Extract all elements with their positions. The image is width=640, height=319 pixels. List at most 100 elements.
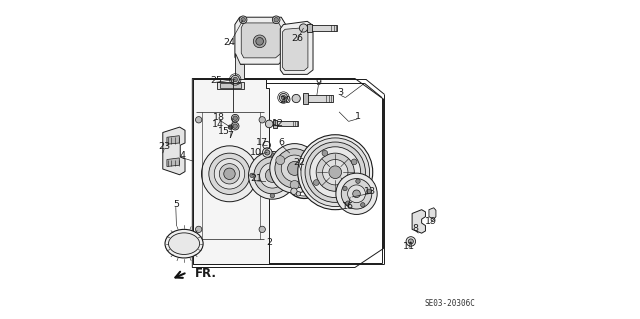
Circle shape xyxy=(273,16,280,24)
Circle shape xyxy=(233,116,237,121)
Ellipse shape xyxy=(168,233,200,255)
Ellipse shape xyxy=(165,229,203,258)
Circle shape xyxy=(300,24,308,32)
Text: 26: 26 xyxy=(291,34,303,43)
Circle shape xyxy=(296,192,301,196)
Circle shape xyxy=(253,35,266,48)
Circle shape xyxy=(232,115,239,122)
Polygon shape xyxy=(273,122,298,126)
Circle shape xyxy=(266,120,273,128)
Text: 2: 2 xyxy=(266,238,272,247)
Polygon shape xyxy=(193,79,269,264)
Circle shape xyxy=(346,201,350,205)
Polygon shape xyxy=(235,53,244,79)
Polygon shape xyxy=(235,17,285,64)
Circle shape xyxy=(239,16,247,24)
Circle shape xyxy=(329,166,342,179)
Circle shape xyxy=(353,190,360,197)
Polygon shape xyxy=(167,136,179,144)
Polygon shape xyxy=(280,21,313,74)
Text: 4: 4 xyxy=(180,151,186,160)
Circle shape xyxy=(259,226,266,233)
Polygon shape xyxy=(167,158,179,167)
Circle shape xyxy=(275,149,314,188)
Polygon shape xyxy=(307,26,337,31)
Polygon shape xyxy=(307,24,312,33)
Circle shape xyxy=(274,18,278,22)
Circle shape xyxy=(301,138,369,206)
Circle shape xyxy=(351,159,357,165)
Circle shape xyxy=(336,173,377,214)
Circle shape xyxy=(290,181,299,189)
Circle shape xyxy=(343,186,347,191)
Circle shape xyxy=(270,144,319,193)
Circle shape xyxy=(250,173,254,178)
Circle shape xyxy=(256,38,264,45)
Circle shape xyxy=(233,77,237,82)
Circle shape xyxy=(259,117,266,123)
Polygon shape xyxy=(303,93,308,104)
Circle shape xyxy=(241,18,245,22)
Circle shape xyxy=(209,153,250,195)
Circle shape xyxy=(262,148,272,157)
Text: 1: 1 xyxy=(355,112,360,121)
Polygon shape xyxy=(282,28,308,70)
Circle shape xyxy=(356,179,360,183)
Text: 14: 14 xyxy=(212,120,225,129)
Circle shape xyxy=(341,179,372,209)
Circle shape xyxy=(195,117,202,123)
Circle shape xyxy=(323,160,348,185)
Circle shape xyxy=(348,185,365,203)
Text: 24: 24 xyxy=(223,38,235,48)
Circle shape xyxy=(318,187,322,191)
Circle shape xyxy=(281,95,285,100)
Circle shape xyxy=(322,150,328,156)
Text: 12: 12 xyxy=(272,119,284,129)
Circle shape xyxy=(228,125,233,129)
Circle shape xyxy=(298,135,372,210)
Circle shape xyxy=(343,188,348,194)
Circle shape xyxy=(231,75,239,84)
Text: 13: 13 xyxy=(364,187,376,196)
Text: 6: 6 xyxy=(278,138,284,147)
Polygon shape xyxy=(412,210,426,233)
Circle shape xyxy=(260,163,285,188)
Circle shape xyxy=(281,155,308,182)
Text: 16: 16 xyxy=(342,202,354,211)
Circle shape xyxy=(305,142,365,202)
Text: 23: 23 xyxy=(158,142,170,151)
Text: FR.: FR. xyxy=(195,267,217,280)
Circle shape xyxy=(408,239,413,244)
Circle shape xyxy=(305,156,314,165)
Circle shape xyxy=(291,188,297,195)
Text: 11: 11 xyxy=(403,242,415,251)
Text: 19: 19 xyxy=(424,217,436,226)
Circle shape xyxy=(360,203,365,207)
Circle shape xyxy=(214,159,244,189)
Circle shape xyxy=(279,93,287,102)
Circle shape xyxy=(276,156,285,165)
Circle shape xyxy=(224,168,235,180)
Circle shape xyxy=(270,194,275,198)
Polygon shape xyxy=(273,120,277,128)
Polygon shape xyxy=(163,127,185,175)
Circle shape xyxy=(318,169,322,173)
Circle shape xyxy=(232,122,239,130)
Text: 10: 10 xyxy=(250,148,262,157)
Circle shape xyxy=(292,94,300,103)
Circle shape xyxy=(254,157,291,194)
Polygon shape xyxy=(303,95,333,102)
Circle shape xyxy=(220,164,239,184)
Text: 3: 3 xyxy=(337,88,344,97)
Text: 22: 22 xyxy=(293,158,305,167)
Text: SE03-20306C: SE03-20306C xyxy=(424,299,475,308)
Text: 15: 15 xyxy=(218,127,230,136)
Circle shape xyxy=(291,173,295,178)
Circle shape xyxy=(248,152,296,199)
Circle shape xyxy=(266,168,279,182)
Circle shape xyxy=(316,153,355,191)
Text: 8: 8 xyxy=(412,224,419,233)
Polygon shape xyxy=(429,208,436,219)
Polygon shape xyxy=(241,23,281,58)
Circle shape xyxy=(314,180,319,185)
